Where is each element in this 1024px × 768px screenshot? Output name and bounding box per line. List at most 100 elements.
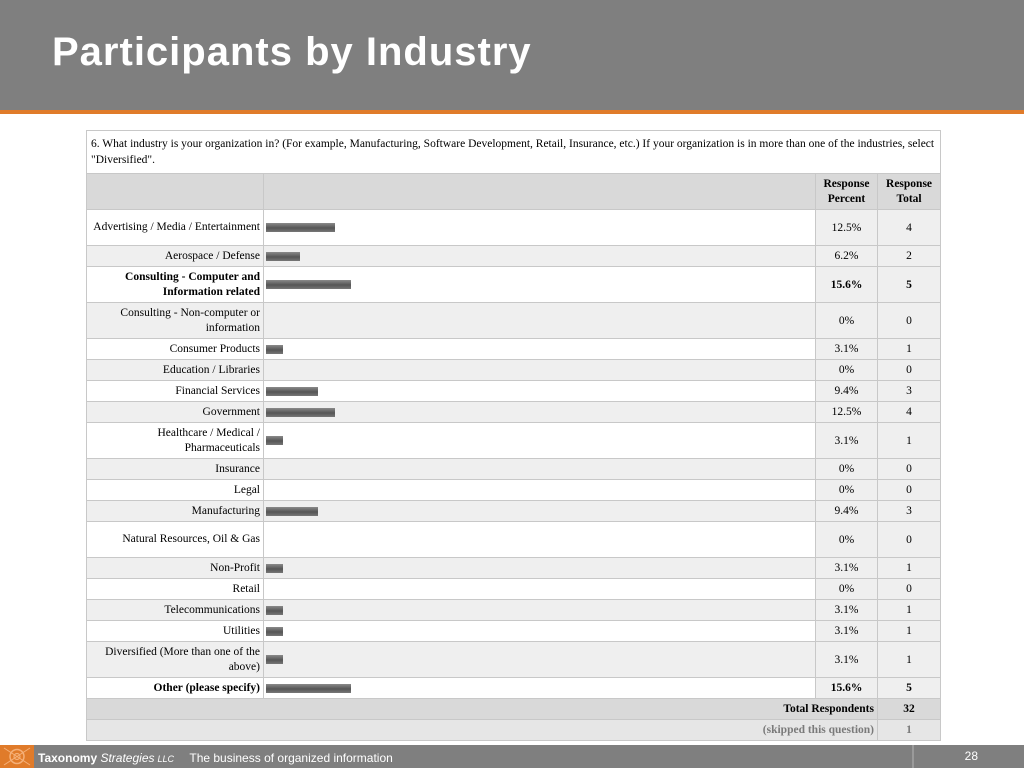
- response-total: 2: [876, 245, 942, 267]
- response-bar: [266, 344, 283, 354]
- total-respondents-value: 32: [876, 698, 942, 720]
- table-row: Telecommunications 3.1% 1: [86, 599, 942, 621]
- industry-label: Consulting - Non-computer or information: [86, 302, 264, 339]
- response-total-header: Response Total: [876, 173, 942, 210]
- response-bar: [266, 605, 283, 615]
- table-row: Utilities 3.1% 1: [86, 620, 942, 642]
- industry-label: Consumer Products: [86, 338, 264, 360]
- response-bar: [266, 655, 283, 664]
- table-row: Natural Resources, Oil & Gas 0% 0: [86, 521, 942, 558]
- industry-label: Manufacturing: [86, 500, 264, 522]
- response-total: 0: [876, 578, 942, 600]
- response-bar-cell: [263, 458, 816, 480]
- company-logo: [0, 745, 34, 768]
- table-row: Diversified (More than one of the above)…: [86, 641, 942, 678]
- response-bar-cell: [263, 620, 816, 642]
- response-bar: [266, 563, 283, 573]
- industry-label: Telecommunications: [86, 599, 264, 621]
- skipped-value: 1: [876, 719, 942, 741]
- response-bar-cell: [263, 557, 816, 579]
- response-percent: 3.1%: [815, 422, 878, 459]
- table-row: Non-Profit 3.1% 1: [86, 557, 942, 579]
- response-bar: [266, 280, 351, 289]
- response-percent: 3.1%: [815, 557, 878, 579]
- response-bar-cell: [263, 521, 816, 558]
- brand-name-italic: Strategies: [100, 751, 155, 765]
- industry-label: Education / Libraries: [86, 359, 264, 381]
- response-bar: [266, 436, 283, 445]
- response-bar-cell: [263, 359, 816, 381]
- response-bar-cell: [263, 338, 816, 360]
- table-row: Financial Services 9.4% 3: [86, 380, 942, 402]
- response-total: 3: [876, 500, 942, 522]
- response-total: 0: [876, 479, 942, 501]
- brand-llc: LLC: [157, 754, 175, 764]
- response-bar-cell: [263, 380, 816, 402]
- industry-label: Diversified (More than one of the above): [86, 641, 264, 678]
- slide-footer: Taxonomy Strategies LLC The business of o…: [0, 745, 1024, 768]
- response-bar: [266, 223, 335, 232]
- header-accent-line: [0, 110, 1024, 114]
- response-bar: [266, 683, 351, 693]
- response-total: 1: [876, 641, 942, 678]
- table-row: Manufacturing 9.4% 3: [86, 500, 942, 522]
- response-percent: 15.6%: [815, 266, 878, 303]
- response-bar-cell: [263, 500, 816, 522]
- response-total: 0: [876, 302, 942, 339]
- table-row: Education / Libraries 0% 0: [86, 359, 942, 381]
- table-row: Government 12.5% 4: [86, 401, 942, 423]
- table-row: Other (please specify) 15.6% 5: [86, 677, 942, 699]
- footer-divider: [912, 745, 914, 768]
- response-percent: 9.4%: [815, 500, 878, 522]
- response-percent: 0%: [815, 521, 878, 558]
- response-percent: 15.6%: [815, 677, 878, 699]
- response-bar: [266, 626, 283, 636]
- industry-label: Utilities: [86, 620, 264, 642]
- response-percent: 0%: [815, 359, 878, 381]
- response-bar: [266, 251, 300, 261]
- response-percent: 0%: [815, 302, 878, 339]
- industry-label: Aerospace / Defense: [86, 245, 264, 267]
- table-row: Consulting - Computer and Information re…: [86, 266, 942, 303]
- industry-label: Legal: [86, 479, 264, 501]
- question-text: 6. What industry is your organization in…: [85, 130, 942, 174]
- response-percent: 0%: [815, 458, 878, 480]
- response-total: 0: [876, 359, 942, 381]
- response-total: 1: [876, 557, 942, 579]
- response-percent: 0%: [815, 479, 878, 501]
- brand-name-bold: Taxonomy: [38, 751, 98, 765]
- industry-label: Insurance: [86, 458, 264, 480]
- response-bar-cell: [263, 422, 816, 459]
- skipped-row: (skipped this question) 1: [86, 719, 942, 741]
- response-total: 4: [876, 401, 942, 423]
- response-total: 1: [876, 338, 942, 360]
- response-percent: 0%: [815, 578, 878, 600]
- bar-column-header: [263, 173, 816, 210]
- industry-label: Natural Resources, Oil & Gas: [86, 521, 264, 558]
- response-bar-cell: [263, 479, 816, 501]
- total-respondents-label: Total Respondents: [86, 698, 878, 720]
- response-total: 3: [876, 380, 942, 402]
- skipped-label: (skipped this question): [86, 719, 878, 741]
- industry-label: Healthcare / Medical / Pharmaceuticals: [86, 422, 264, 459]
- response-total: 1: [876, 620, 942, 642]
- response-percent: 3.1%: [815, 599, 878, 621]
- response-total: 0: [876, 521, 942, 558]
- response-bar-cell: [263, 677, 816, 699]
- table-row: Retail 0% 0: [86, 578, 942, 600]
- response-percent: 12.5%: [815, 401, 878, 423]
- question-row: 6. What industry is your organization in…: [85, 130, 942, 174]
- industry-label: Government: [86, 401, 264, 423]
- page-number: 28: [964, 749, 978, 763]
- response-bar-cell: [263, 266, 816, 303]
- table-row: Healthcare / Medical / Pharmaceuticals 3.…: [86, 422, 942, 459]
- response-bar-cell: [263, 578, 816, 600]
- response-percent: 3.1%: [815, 620, 878, 642]
- slide-title: Participants by Industry: [52, 30, 532, 74]
- response-bar: [266, 407, 335, 417]
- label-column-header: [86, 173, 264, 210]
- industry-label: Other (please specify): [86, 677, 264, 699]
- response-bar: [266, 506, 318, 516]
- footer-tagline: The business of organized information: [189, 751, 393, 765]
- response-total: 1: [876, 599, 942, 621]
